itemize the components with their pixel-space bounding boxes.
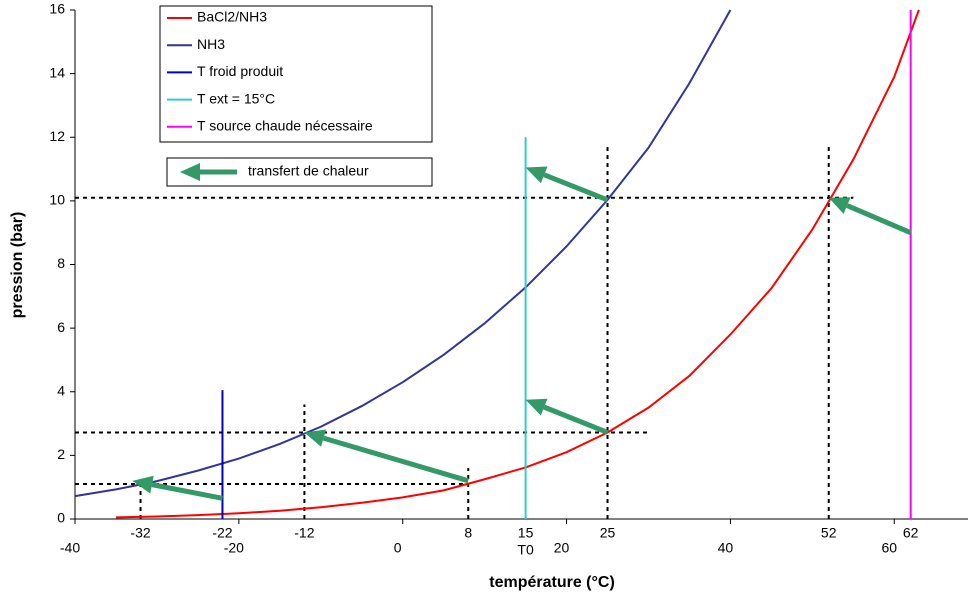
heat-arrow xyxy=(828,197,912,235)
x-annotation-label: 62 xyxy=(903,525,919,541)
series-line xyxy=(74,9,732,498)
x-tick-label: -20 xyxy=(224,540,244,556)
heat-arrow xyxy=(525,398,609,435)
x-annotation-label: 8 xyxy=(464,525,472,541)
x-tick-label: 0 xyxy=(394,540,402,556)
arrow-head xyxy=(180,163,200,181)
x-annotation-label: T0 xyxy=(517,542,534,558)
x-annotation-label: 15 xyxy=(518,525,534,541)
arrow-shaft xyxy=(846,203,912,235)
arrow-shaft xyxy=(543,172,609,203)
y-tick-label: 2 xyxy=(57,446,65,462)
x-annotation-label: -22 xyxy=(212,525,232,541)
arrow-shaft xyxy=(543,404,609,435)
y-tick-label: 10 xyxy=(49,192,65,208)
legend-box xyxy=(159,5,433,143)
x-annotation-label: -32 xyxy=(130,525,150,541)
y-tick-label: 14 xyxy=(49,64,65,80)
y-axis-label: pression (bar) xyxy=(9,212,26,319)
y-tick-label: 16 xyxy=(49,1,65,17)
x-annotation-label: 52 xyxy=(821,525,837,541)
x-annotation-label: 25 xyxy=(600,525,616,541)
y-tick-label: 0 xyxy=(57,510,65,526)
arrow-head xyxy=(304,429,327,447)
x-tick-label: -40 xyxy=(60,540,80,556)
x-tick-label: 20 xyxy=(554,540,570,556)
legend-label: T source chaude nécessaire xyxy=(197,118,373,134)
legend-arrow xyxy=(180,163,237,181)
y-tick-label: 4 xyxy=(57,382,65,398)
x-tick-label: 60 xyxy=(881,540,897,556)
arrow-head xyxy=(828,197,851,214)
legend-label: NH3 xyxy=(197,36,225,52)
arrow-head xyxy=(525,398,548,416)
heat-arrow xyxy=(304,429,469,484)
arrow-shaft xyxy=(151,482,223,501)
y-tick-label: 12 xyxy=(49,128,65,144)
arrow-shaft xyxy=(322,435,469,484)
x-tick-label: 40 xyxy=(718,540,734,556)
legend-label: BaCl2/NH3 xyxy=(197,9,267,25)
y-tick-label: 6 xyxy=(57,319,65,335)
x-annotation-label: -12 xyxy=(294,525,314,541)
legend-label: T froid produit xyxy=(197,63,283,79)
legend-label: transfert de chaleur xyxy=(248,163,369,179)
legend-label: T ext = 15°C xyxy=(197,90,275,106)
arrow-head xyxy=(525,166,548,184)
heat-arrow xyxy=(132,475,223,501)
arrow-head xyxy=(132,475,154,494)
heat-arrow xyxy=(525,166,609,203)
x-axis-label: température (°C) xyxy=(489,574,615,591)
y-tick-label: 8 xyxy=(57,255,65,271)
